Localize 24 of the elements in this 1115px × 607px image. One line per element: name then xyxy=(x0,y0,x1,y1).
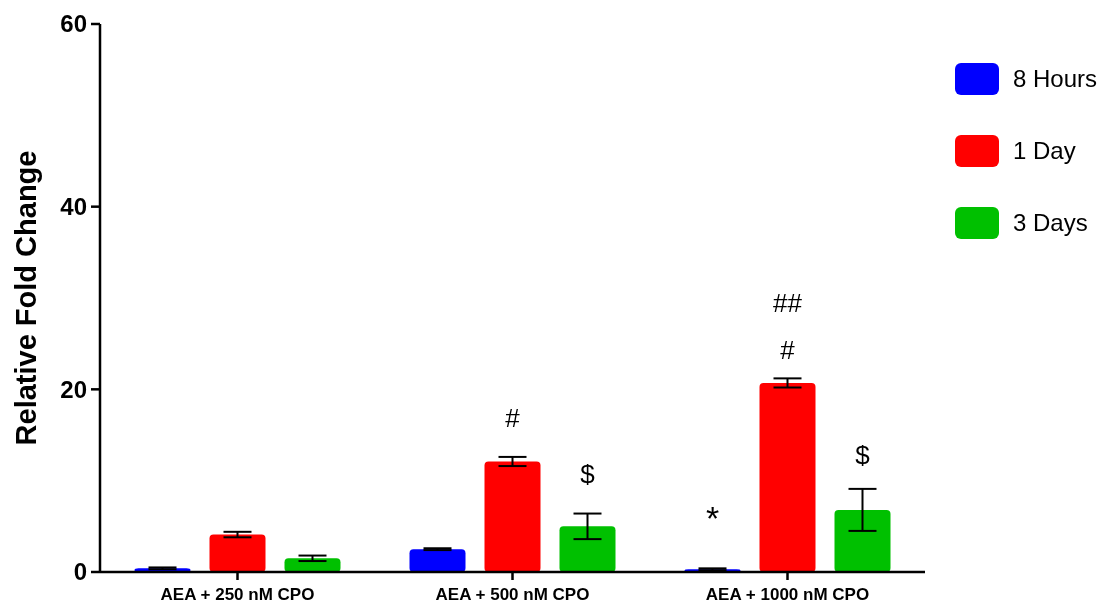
bar xyxy=(559,526,616,572)
annotation: * xyxy=(705,499,720,538)
bar xyxy=(209,534,266,572)
annotation: $ xyxy=(580,458,596,489)
bar xyxy=(284,558,341,572)
x-tick-label: AEA + 500 nM CPO xyxy=(435,585,590,604)
bar xyxy=(759,382,816,572)
bar xyxy=(834,509,891,572)
legend-label: 8 Hours xyxy=(1013,65,1098,93)
y-axis-title: Relative Fold Change xyxy=(10,150,42,446)
y-tick-label: 40 xyxy=(60,193,87,221)
y-tick-label: 20 xyxy=(60,375,87,403)
legend-label: 3 Days xyxy=(1013,209,1088,237)
annotation: # xyxy=(505,403,521,434)
x-tick-label: AEA + 250 nM CPO xyxy=(160,585,315,604)
legend-label: 1 Day xyxy=(1013,137,1076,165)
y-tick-label: 60 xyxy=(60,10,87,38)
annotation: ## xyxy=(773,288,803,319)
bar xyxy=(484,461,541,572)
annotation: # xyxy=(780,335,796,366)
annotation: $ xyxy=(855,439,871,470)
bar xyxy=(409,549,466,572)
y-tick-label: 0 xyxy=(73,558,87,586)
x-tick-label: AEA + 1000 nM CPO xyxy=(705,585,870,604)
